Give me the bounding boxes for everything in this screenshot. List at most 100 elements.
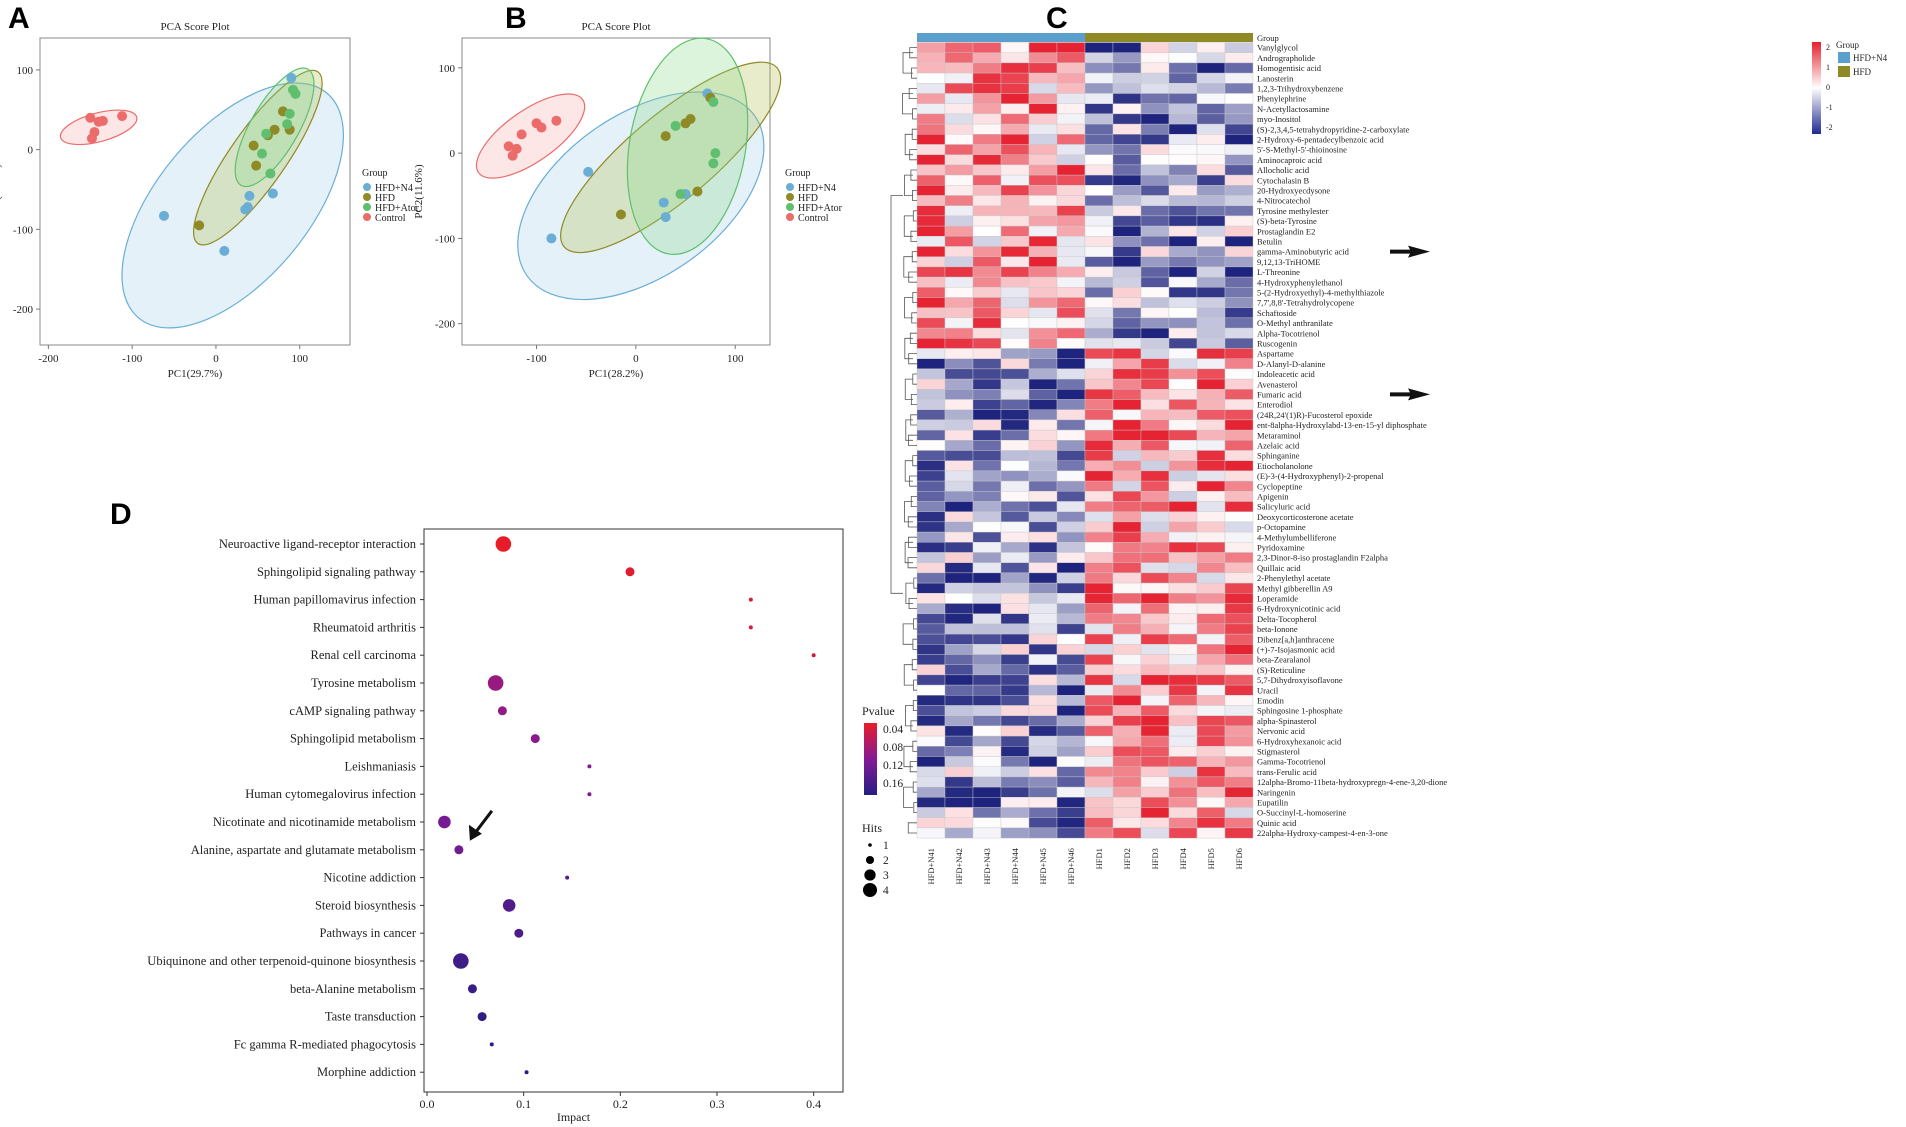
heatmap-row-label-nervonic-acid: Nervonic acid xyxy=(1257,726,1306,736)
pathway-bubble-rheumatoid-arthritis xyxy=(748,625,753,630)
heatmap-cell xyxy=(1112,256,1142,268)
heatmap-cell xyxy=(1168,307,1198,319)
heatmap-cell xyxy=(1084,399,1114,410)
heatmap-cell xyxy=(1224,460,1254,472)
heatmap-cell xyxy=(1196,674,1226,686)
heatmap-cell xyxy=(916,684,946,696)
heatmap-cell xyxy=(1084,93,1114,104)
heatmap-cell xyxy=(1168,633,1198,645)
heatmap-cell xyxy=(916,786,946,798)
heatmap-cell xyxy=(1224,419,1254,431)
pathway-bubble-nicotine-addiction xyxy=(565,875,570,880)
heatmap-cell xyxy=(1168,83,1198,94)
hits-legend-label: 3 xyxy=(883,870,889,882)
pca-a-legend-label-control: Control xyxy=(375,213,406,224)
pca-b-ellipse-hfd-n4 xyxy=(517,91,765,301)
heatmap-col-label-hfd-n45: HFD+N45 xyxy=(1038,848,1048,884)
pca-b-point-control xyxy=(511,143,522,154)
heatmap-cell xyxy=(1000,501,1030,512)
heatmap-cell xyxy=(1168,195,1198,206)
heatmap-cell xyxy=(1140,552,1170,563)
pathway-label-pathways-in-cancer: Pathways in cancer xyxy=(320,926,417,940)
heatmap-cell xyxy=(1028,807,1058,818)
heatmap-color-scale xyxy=(1812,42,1821,134)
heatmap-cell xyxy=(1168,613,1198,625)
heatmap-cell xyxy=(944,470,974,482)
heatmap-cell xyxy=(1000,807,1030,818)
heatmap-cell xyxy=(1140,42,1170,53)
heatmap-cell xyxy=(1084,501,1114,512)
heatmap-cell xyxy=(1168,123,1198,135)
heatmap-cell xyxy=(916,256,946,268)
heatmap-row-label-s-2-3-4-5-tetrahydropyridine-2-carboxylate: (S)-2,3,4,5-tetrahydropyridine-2-carboxy… xyxy=(1257,124,1409,134)
heatmap-cell xyxy=(1056,134,1086,145)
heatmap-cell xyxy=(1168,103,1198,115)
heatmap-cell xyxy=(1224,450,1254,461)
pathway-xlabel: Impact xyxy=(557,1110,591,1124)
heatmap-cell xyxy=(1196,552,1226,563)
heatmap-cell xyxy=(1000,766,1030,778)
heatmap-cell xyxy=(1028,134,1058,145)
heatmap-cell xyxy=(1196,225,1226,237)
heatmap-cell xyxy=(1028,358,1058,370)
heatmap-col-label-hfd6: HFD6 xyxy=(1234,848,1244,869)
heatmap-cell xyxy=(1112,62,1142,74)
heatmap-cell xyxy=(1056,93,1086,104)
heatmap-cell xyxy=(1140,603,1170,614)
pathway-bubble-alanine-aspartate-and-glutamate-metabolism xyxy=(454,845,464,855)
heatmap-cell xyxy=(1140,368,1170,380)
heatmap-cell xyxy=(944,674,974,686)
heatmap-cell xyxy=(972,827,1002,839)
heatmap-row-label-naringenin: Naringenin xyxy=(1257,787,1296,797)
heatmap-cell xyxy=(1140,72,1170,84)
heatmap-cell xyxy=(1140,205,1170,217)
heatmap-cell xyxy=(916,705,946,716)
heatmap-cell xyxy=(1056,603,1086,614)
heatmap-cell xyxy=(1112,266,1142,278)
heatmap-row-label-vanylglycol: Vanylglycol xyxy=(1257,43,1299,53)
heatmap-cell xyxy=(1168,185,1198,196)
heatmap-cell xyxy=(1028,725,1058,737)
pca-a-point-hfd-ator xyxy=(284,108,295,119)
heatmap-cell xyxy=(944,735,974,747)
heatmap-cell xyxy=(1056,327,1086,339)
heatmap-cell xyxy=(1000,205,1030,217)
heatmap-col-label-hfd-n42: HFD+N42 xyxy=(954,848,964,884)
heatmap-cell xyxy=(972,623,1002,635)
pathway-bubble-camp-signaling-pathway xyxy=(497,706,507,716)
heatmap-cell xyxy=(1224,695,1254,706)
heatmap-row-label-gamma-aminobutyric-acid: gamma-Aminobutyric acid xyxy=(1257,247,1350,257)
heatmap-cell xyxy=(1056,776,1086,788)
heatmap-group-bar-hfd6 xyxy=(1225,33,1253,42)
heatmap-cell xyxy=(1112,776,1142,788)
heatmap-cell xyxy=(1000,317,1030,329)
heatmap-cell xyxy=(1056,552,1086,563)
heatmap-cell xyxy=(1056,521,1086,533)
heatmap-cell xyxy=(1112,735,1142,747)
heatmap-cell xyxy=(1196,593,1226,604)
heatmap-cell xyxy=(1084,103,1114,115)
heatmap-cell xyxy=(1056,174,1086,186)
heatmap-cell xyxy=(1000,827,1030,839)
pathway-label-renal-cell-carcinoma: Renal cell carcinoma xyxy=(311,648,417,662)
heatmap-cell xyxy=(1112,552,1142,563)
heatmap-row-label-dibenz-a-h-anthracene: Dibenz[a,h]anthracene xyxy=(1257,634,1334,644)
pca-b-title: PCA Score Plot xyxy=(581,21,650,33)
heatmap-cell xyxy=(916,93,946,104)
pca-a-point-control xyxy=(97,115,108,126)
heatmap-cell xyxy=(1196,470,1226,482)
heatmap-cell xyxy=(944,715,974,727)
heatmap-cell xyxy=(1224,654,1254,665)
heatmap-cell xyxy=(1224,644,1254,655)
pca-a-point-hfd-ator xyxy=(290,88,301,99)
heatmap-cell xyxy=(1084,276,1114,288)
heatmap-cell xyxy=(1196,633,1226,645)
heatmap-cell xyxy=(944,501,974,512)
heatmap-cell xyxy=(944,491,974,502)
heatmap-cell xyxy=(1140,225,1170,237)
heatmap-cell xyxy=(1168,776,1198,788)
heatmap-cell xyxy=(1028,776,1058,788)
heatmap-cell xyxy=(1084,225,1114,237)
heatmap-cell xyxy=(972,429,1002,441)
heatmap-cell xyxy=(916,327,946,339)
